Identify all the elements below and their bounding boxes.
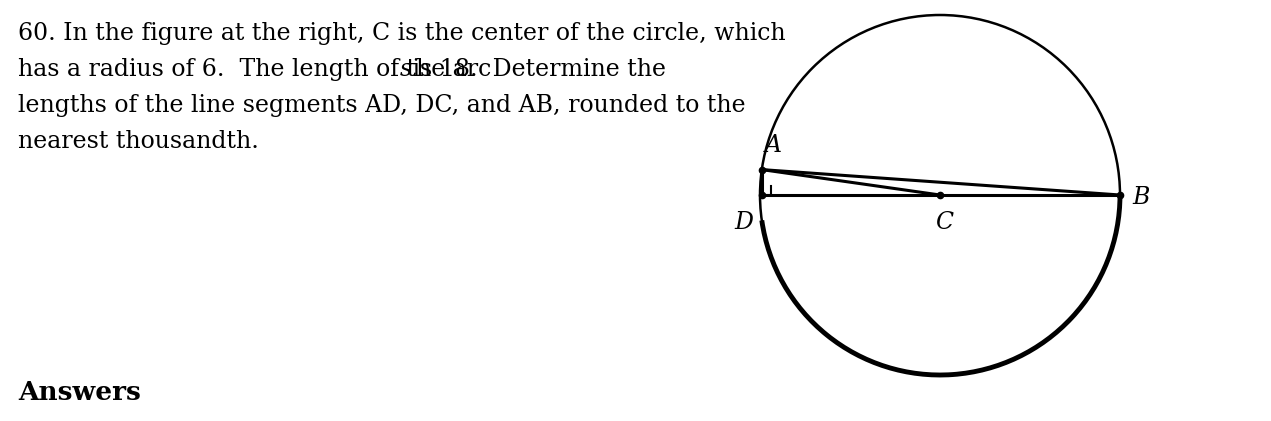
- Text: 60. In the figure at the right, C is the center of the circle, which: 60. In the figure at the right, C is the…: [18, 22, 785, 45]
- Text: C: C: [935, 211, 953, 234]
- Text: s: s: [400, 58, 412, 81]
- Text: nearest thousandth.: nearest thousandth.: [18, 130, 259, 153]
- Text: has a radius of 6.  The length of the arc: has a radius of 6. The length of the arc: [18, 58, 498, 81]
- Text: Answers: Answers: [18, 380, 141, 405]
- Text: B: B: [1132, 186, 1149, 208]
- Text: D: D: [735, 211, 754, 234]
- Text: s: s: [948, 0, 960, 5]
- Text: is 18.  Determine the: is 18. Determine the: [405, 58, 666, 81]
- Text: lengths of the line segments AD, DC, and AB, rounded to the: lengths of the line segments AD, DC, and…: [18, 94, 746, 117]
- Text: A: A: [765, 133, 782, 157]
